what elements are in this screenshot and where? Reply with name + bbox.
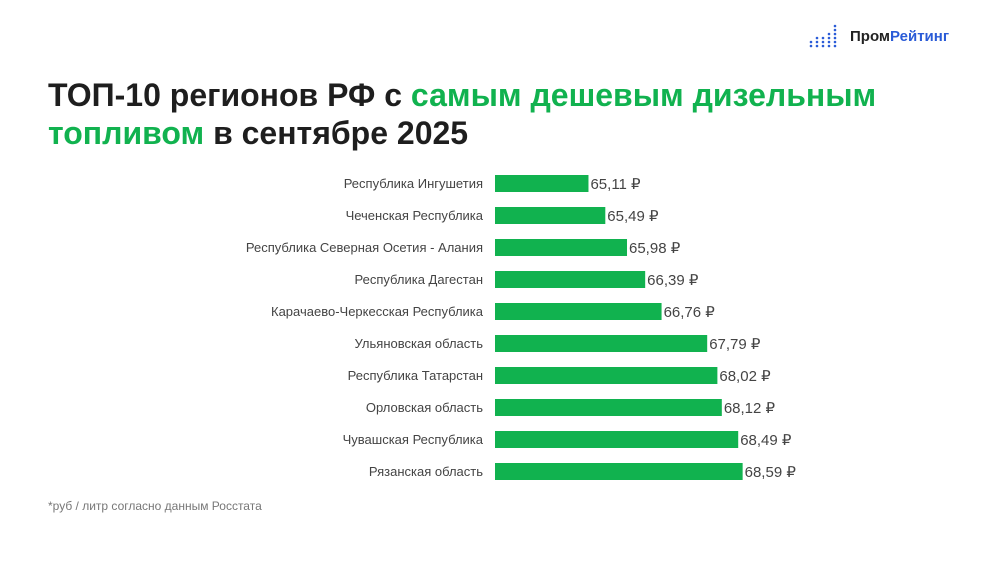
- footnote: *руб / литр согласно данным Росстата: [48, 499, 262, 513]
- title-highlight2: топливом: [48, 115, 205, 151]
- bar: [495, 207, 606, 224]
- category-label: Республика Татарстан: [348, 368, 483, 383]
- bar: [495, 175, 589, 192]
- category-label: Республика Дагестан: [355, 272, 483, 287]
- dotted-bars-logo-icon: [809, 24, 837, 48]
- bar: [495, 463, 743, 480]
- bar: [495, 431, 739, 448]
- data-label: 68,02 ₽: [719, 368, 771, 385]
- data-label: 65,98 ₽: [629, 240, 681, 257]
- logo-text-part2: Рейтинг: [890, 27, 950, 45]
- category-label: Карачаево-Черкесская Республика: [271, 304, 484, 319]
- category-label: Республика Ингушетия: [344, 176, 483, 191]
- title-part2: в сентябре 2025: [204, 115, 469, 151]
- data-label: 66,76 ₽: [664, 304, 716, 321]
- data-label: 65,11 ₽: [590, 176, 641, 193]
- logo-text: ПромРейтинг: [850, 28, 949, 45]
- category-label: Ульяновская область: [355, 336, 484, 351]
- bar: [495, 239, 628, 256]
- data-label: 68,12 ₽: [724, 400, 776, 417]
- category-label: Республика Северная Осетия - Алания: [246, 240, 483, 255]
- category-label: Орловская область: [366, 400, 483, 415]
- bar: [495, 303, 662, 320]
- bar: [495, 271, 646, 288]
- data-label: 66,39 ₽: [647, 272, 699, 289]
- category-label: Рязанская область: [369, 464, 483, 479]
- title-part1: ТОП-10 регионов РФ с: [48, 77, 411, 113]
- category-label: Чеченская Республика: [346, 208, 484, 223]
- data-label: 65,49 ₽: [607, 208, 659, 225]
- title-highlight1: самым дешевым дизельным: [410, 77, 877, 113]
- bar: [495, 367, 718, 384]
- bar: [495, 399, 722, 416]
- data-label: 67,79 ₽: [709, 336, 761, 353]
- logo: ПромРейтинг: [808, 24, 949, 48]
- data-label: 68,59 ₽: [745, 464, 797, 481]
- logo-text-part1: Пром: [850, 27, 891, 45]
- bar: [495, 335, 708, 352]
- data-label: 68,49 ₽: [740, 432, 792, 449]
- page-title: ТОП-10 регионов РФ с самым дешевым дизел…: [48, 76, 968, 152]
- category-label: Чувашская Республика: [343, 432, 484, 447]
